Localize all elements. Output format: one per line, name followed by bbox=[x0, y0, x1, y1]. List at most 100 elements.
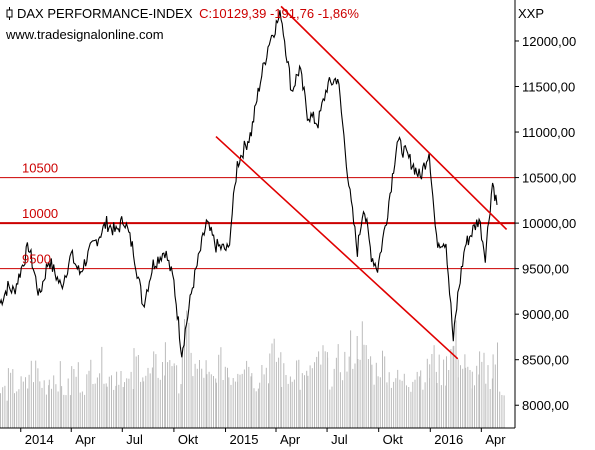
volume-bar bbox=[327, 357, 329, 428]
volume-bar bbox=[393, 381, 395, 428]
volume-bar bbox=[431, 354, 433, 428]
volume-bar bbox=[501, 395, 503, 428]
volume-bar bbox=[86, 374, 88, 428]
volume-bar bbox=[420, 370, 422, 428]
volume-bar bbox=[320, 364, 322, 428]
x-tick-label: 2015 bbox=[230, 432, 259, 447]
volume-bar bbox=[196, 368, 198, 428]
volume-bar bbox=[162, 362, 163, 428]
volume-bar bbox=[377, 376, 379, 428]
volume-bar bbox=[457, 377, 459, 428]
volume-bar bbox=[120, 371, 122, 428]
volume-bar bbox=[239, 374, 241, 428]
volume-bar bbox=[281, 387, 283, 428]
volume-bar bbox=[296, 360, 298, 428]
volume-bar bbox=[283, 363, 285, 428]
volume-bar bbox=[149, 373, 151, 428]
volume-bar bbox=[465, 367, 467, 428]
volume-bar bbox=[241, 373, 243, 428]
y-tick-label: 12000,00 bbox=[522, 34, 576, 49]
volume-bar bbox=[410, 391, 412, 428]
volume-bar bbox=[373, 384, 375, 428]
volume-bar bbox=[113, 389, 115, 428]
volume-bar bbox=[27, 388, 29, 428]
volume-bar bbox=[460, 365, 461, 428]
volume-bar bbox=[181, 347, 183, 428]
x-tick-label: Jul bbox=[331, 432, 348, 447]
volume-bar bbox=[474, 385, 475, 428]
x-tick-label: Apr bbox=[485, 432, 506, 447]
trendline-upper bbox=[280, 5, 508, 231]
reference-labels: 10500 10000 9500 bbox=[22, 161, 58, 267]
volume-bar bbox=[481, 361, 483, 428]
x-tick-label: Okt bbox=[178, 432, 199, 447]
volume-bar bbox=[499, 391, 501, 428]
volume-bar bbox=[151, 367, 153, 428]
reference-label-10500: 10500 bbox=[22, 161, 58, 176]
volume-bar bbox=[453, 345, 455, 428]
volume-bar bbox=[339, 372, 341, 428]
index-title: DAX PERFORMANCE-INDEX bbox=[17, 6, 193, 21]
volume-bar bbox=[184, 319, 185, 428]
volume-bar bbox=[462, 368, 464, 428]
volume-bar bbox=[322, 345, 324, 428]
volume-bar bbox=[237, 373, 239, 428]
volume-bar bbox=[22, 381, 24, 428]
volume-bar bbox=[39, 381, 41, 428]
volume-bar bbox=[10, 372, 12, 428]
volume-bar bbox=[365, 345, 367, 428]
volume-bar bbox=[382, 350, 383, 428]
x-tick-label: Jul bbox=[126, 432, 143, 447]
volume-bar bbox=[485, 383, 487, 428]
volume-bar bbox=[108, 376, 110, 428]
volume-bar bbox=[455, 320, 457, 428]
volume-bar bbox=[418, 376, 420, 428]
volume-bar bbox=[224, 366, 226, 428]
volume-bar bbox=[401, 380, 403, 428]
volume-bar bbox=[227, 367, 228, 428]
volume-bar bbox=[106, 386, 108, 428]
volume-bar bbox=[263, 374, 265, 428]
volume-bar bbox=[318, 351, 320, 428]
symbol-label: XXP bbox=[518, 6, 545, 21]
volume-bar bbox=[94, 383, 96, 428]
volume-bar bbox=[257, 388, 259, 428]
volume-bar bbox=[116, 371, 118, 428]
volume-bar bbox=[192, 376, 194, 428]
volume-bar bbox=[126, 378, 128, 428]
volume-bar bbox=[206, 374, 208, 428]
volume-bar bbox=[118, 384, 120, 428]
quote-readout: C:10129,39 -191,76 -1,86% bbox=[199, 6, 359, 21]
volume-bar bbox=[171, 366, 173, 428]
volume-bar bbox=[346, 371, 348, 428]
volume-bar bbox=[386, 385, 388, 428]
volume-bar bbox=[397, 369, 399, 428]
volume-bar bbox=[469, 370, 471, 428]
y-tick-label: 9000,00 bbox=[522, 307, 569, 322]
volume-bars bbox=[0, 310, 505, 428]
volume-bar bbox=[218, 354, 220, 428]
volume-bar bbox=[363, 344, 365, 428]
volume-bar bbox=[433, 345, 435, 428]
volume-bar bbox=[65, 395, 67, 428]
volume-bar bbox=[37, 368, 39, 428]
volume-bar bbox=[445, 385, 447, 428]
volume-bar bbox=[35, 360, 37, 428]
volume-bar bbox=[243, 369, 245, 428]
volume-bar bbox=[208, 371, 210, 428]
x-tick-label: 2014 bbox=[25, 432, 54, 447]
x-tick-label: Apr bbox=[280, 432, 301, 447]
volume-bar bbox=[448, 370, 450, 428]
volume-bar bbox=[53, 375, 55, 428]
y-tick-label: 9500,00 bbox=[522, 262, 569, 277]
volume-bar bbox=[135, 356, 137, 428]
volume-bar bbox=[487, 365, 489, 428]
volume-bar bbox=[0, 393, 1, 428]
volume-bar bbox=[122, 387, 124, 428]
volume-bar bbox=[79, 392, 81, 428]
volume-bar bbox=[57, 391, 59, 428]
volume-bar bbox=[4, 385, 6, 428]
volume-bar bbox=[275, 361, 277, 428]
volume-bar bbox=[278, 357, 280, 428]
volume-bar bbox=[155, 354, 157, 428]
